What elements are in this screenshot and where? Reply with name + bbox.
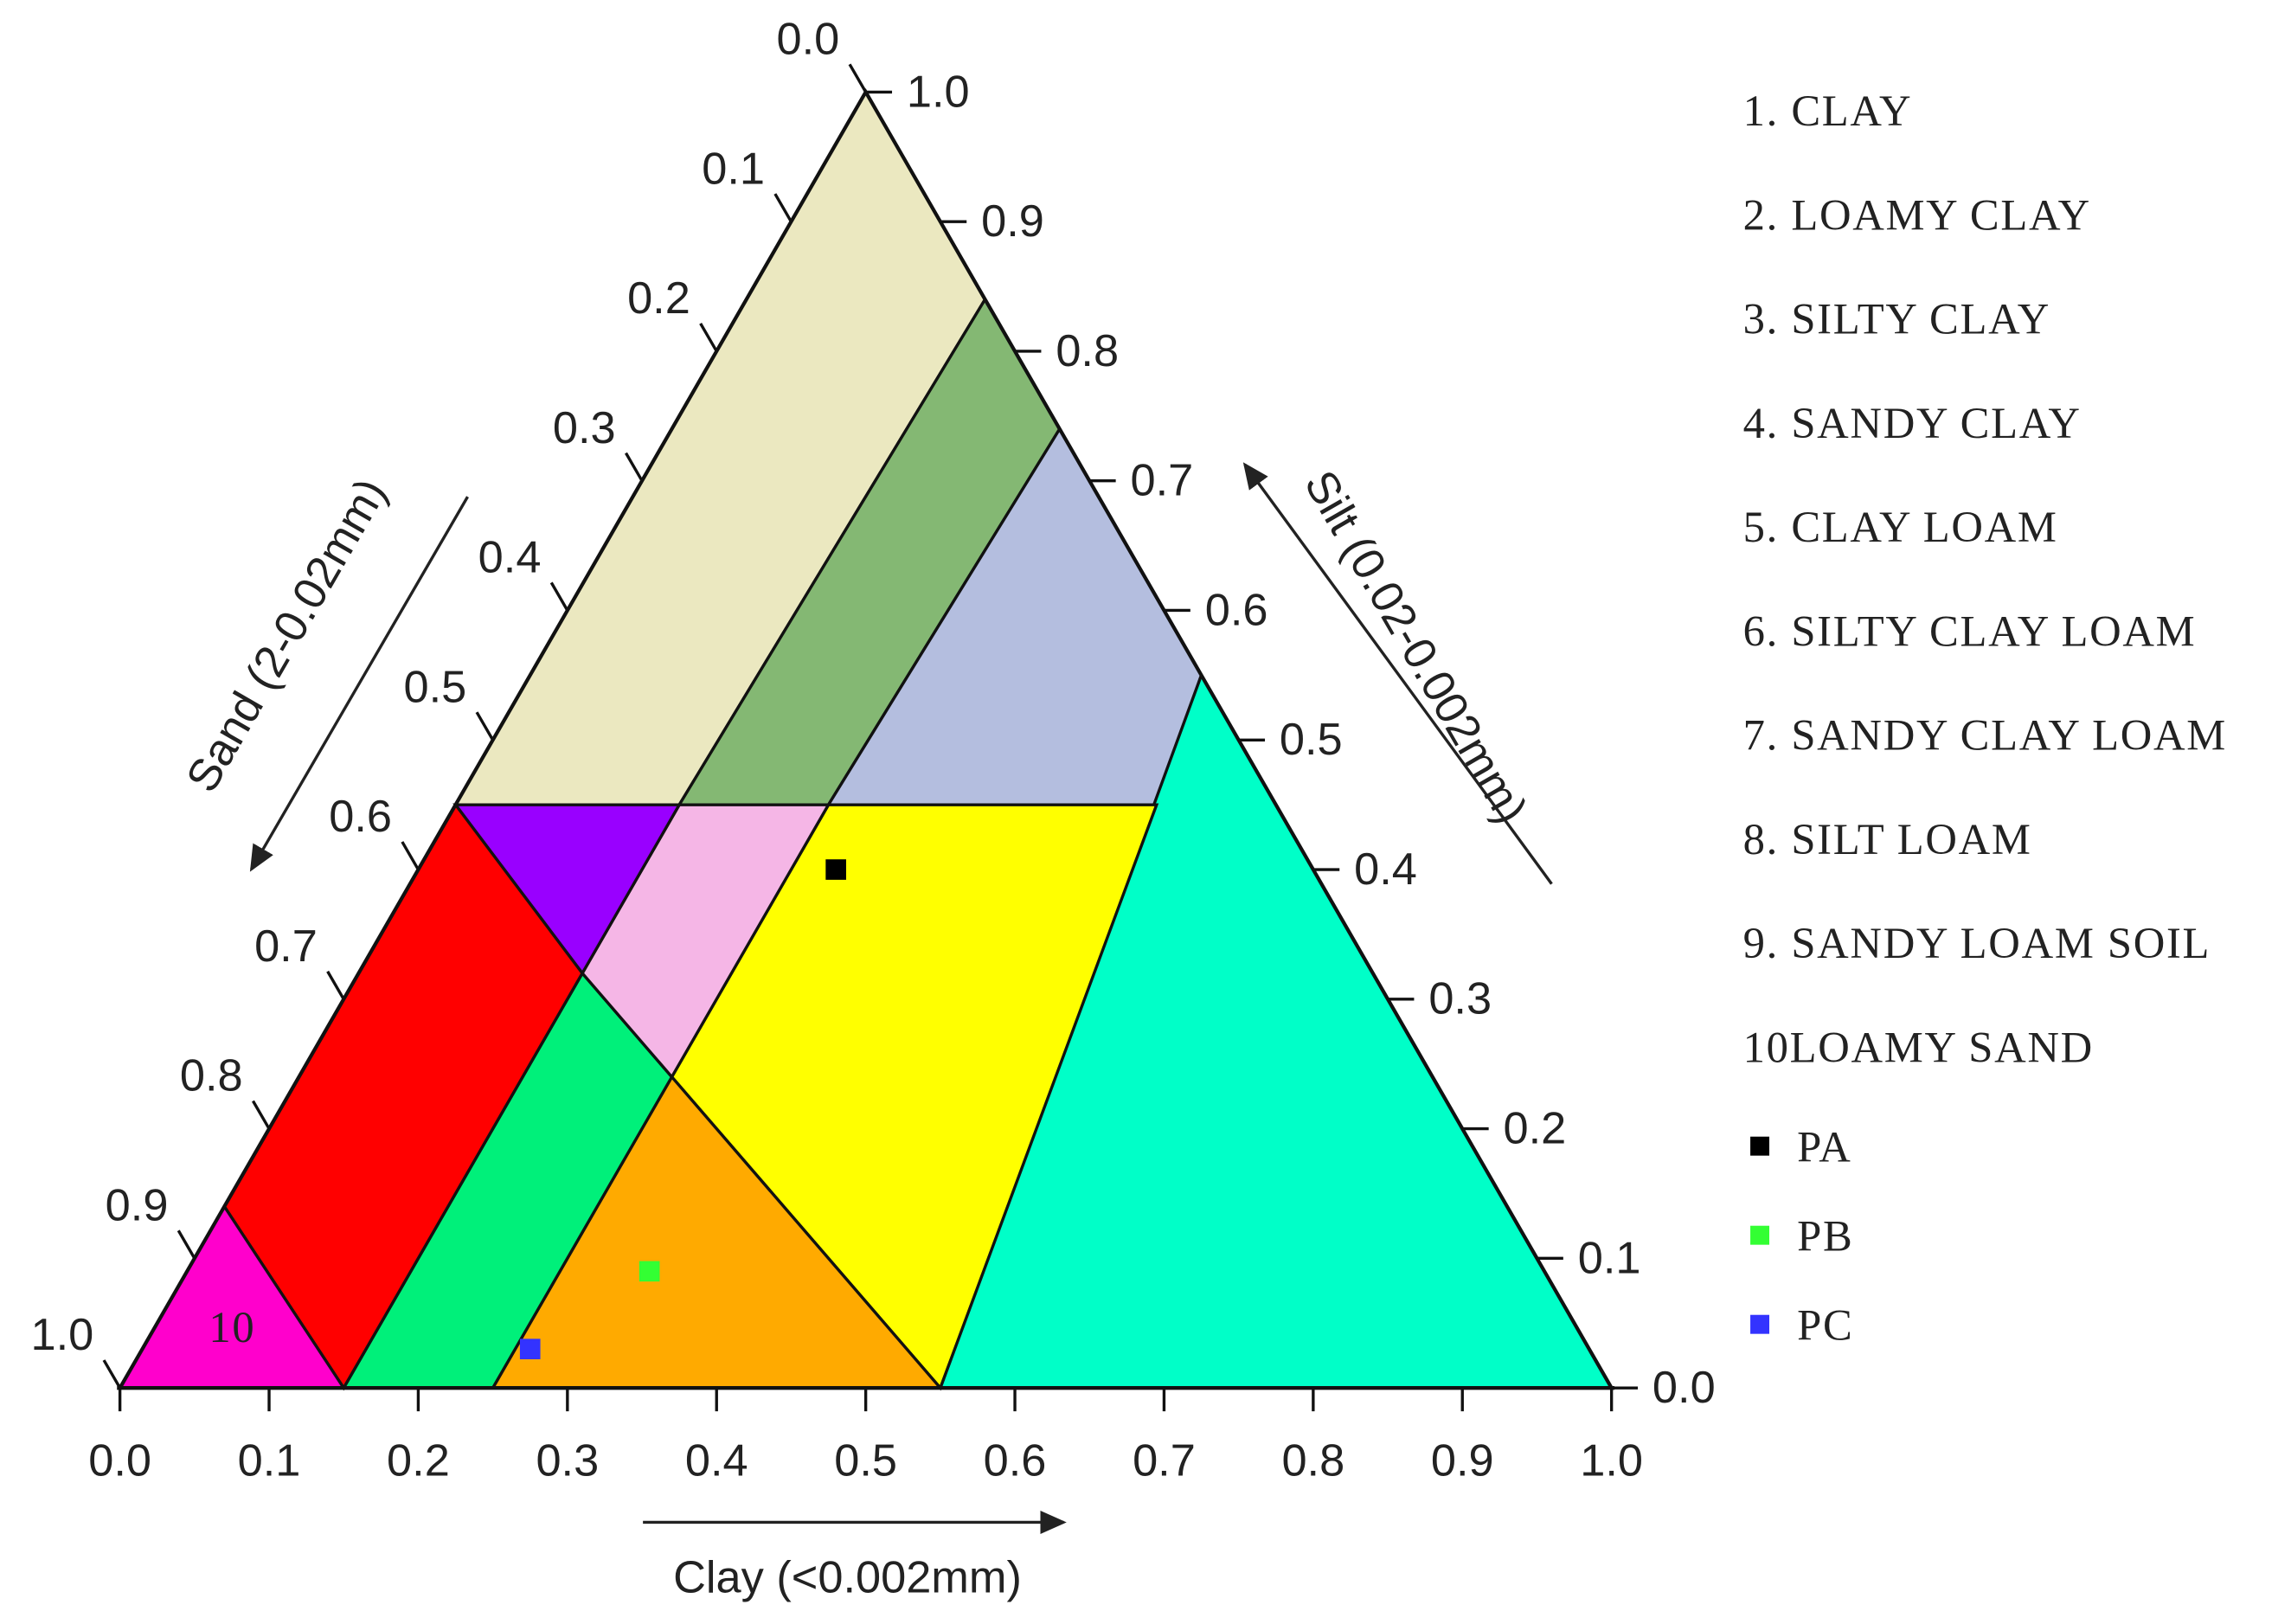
class-label: 9. SANDY LOAM SOIL bbox=[1743, 919, 2211, 967]
class-label: 10LOAMY SAND bbox=[1743, 1023, 2094, 1071]
legend-swatch bbox=[1750, 1225, 1770, 1245]
sand-tick bbox=[848, 63, 868, 93]
class-label: 8. SILT LOAM bbox=[1743, 815, 2032, 863]
silt-tick-label: 0.1 bbox=[1578, 1233, 1641, 1283]
sand-tick bbox=[176, 1229, 196, 1260]
region-label: 10 bbox=[209, 1303, 255, 1351]
silt-tick-label: 0.0 bbox=[1652, 1363, 1716, 1413]
clay-tick-label: 0.0 bbox=[88, 1435, 151, 1486]
silt-tick-label: 0.9 bbox=[981, 196, 1044, 247]
class-label: 2. LOAMY CLAY bbox=[1743, 190, 2091, 239]
legend-swatch bbox=[1750, 1314, 1770, 1334]
class-label: 7. SANDY CLAY LOAM bbox=[1743, 711, 2227, 760]
sand-tick-label: 0.7 bbox=[254, 921, 318, 972]
clay-tick-label: 0.1 bbox=[238, 1435, 301, 1486]
silt-tick-label: 0.7 bbox=[1131, 456, 1194, 506]
sand-tick bbox=[401, 841, 420, 870]
sand-arrow bbox=[249, 496, 469, 872]
sand-tick-label: 0.5 bbox=[403, 662, 466, 712]
class-label: 1. CLAY bbox=[1743, 87, 1913, 135]
class-label: 4. SANDY CLAY bbox=[1743, 399, 2082, 447]
sand-tick-label: 0.6 bbox=[329, 792, 392, 842]
sand-tick bbox=[251, 1100, 271, 1130]
silt-tick-label: 0.2 bbox=[1504, 1103, 1567, 1153]
clay-tick-label: 0.6 bbox=[984, 1435, 1047, 1486]
sand-tick-label: 0.2 bbox=[627, 273, 690, 324]
silt-axis-title: Silt (0.02-0.002mm) bbox=[1294, 463, 1537, 832]
silt-tick-label: 0.3 bbox=[1428, 974, 1492, 1024]
class-label: 3. SILTY CLAY bbox=[1743, 295, 2050, 343]
silt-tick-label: 0.4 bbox=[1354, 844, 1417, 895]
sand-tick bbox=[773, 193, 793, 223]
clay-axis-title: Clay (<0.002mm) bbox=[673, 1553, 1022, 1603]
sand-tick-label: 0.9 bbox=[106, 1180, 169, 1230]
clay-tick-label: 0.2 bbox=[387, 1435, 450, 1486]
legend-label: PC bbox=[1797, 1300, 1853, 1349]
sand-tick-label: 0.1 bbox=[702, 144, 765, 194]
clay-tick-label: 0.3 bbox=[536, 1435, 599, 1486]
clay-tick-label: 0.8 bbox=[1281, 1435, 1344, 1486]
data-point bbox=[519, 1338, 541, 1360]
silt-arrow bbox=[1242, 462, 1553, 885]
sand-tick bbox=[699, 323, 718, 352]
legend-label: PB bbox=[1797, 1211, 1853, 1260]
data-point bbox=[825, 859, 846, 880]
sand-tick bbox=[102, 1359, 122, 1389]
legend-swatch bbox=[1750, 1136, 1770, 1156]
sand-tick-label: 0.3 bbox=[553, 403, 616, 453]
sand-tick bbox=[326, 970, 345, 1000]
sand-tick-label: 0.0 bbox=[776, 14, 839, 64]
data-point bbox=[639, 1261, 660, 1282]
clay-tick-label: 1.0 bbox=[1580, 1435, 1643, 1486]
legend-label: PA bbox=[1797, 1122, 1851, 1171]
clay-tick-label: 0.7 bbox=[1133, 1435, 1196, 1486]
silt-tick-label: 0.8 bbox=[1056, 326, 1119, 376]
silt-tick-label: 0.5 bbox=[1280, 715, 1343, 765]
sand-tick-label: 1.0 bbox=[30, 1310, 93, 1360]
silt-tick-label: 0.6 bbox=[1205, 585, 1268, 635]
sand-axis-title: Sand (2-0.02mm) bbox=[177, 471, 397, 801]
class-label: 5. CLAY LOAM bbox=[1743, 503, 2058, 551]
sand-tick bbox=[475, 711, 495, 741]
clay-tick-label: 0.5 bbox=[834, 1435, 897, 1486]
class-label: 6. SILTY CLAY LOAM bbox=[1743, 607, 2197, 655]
clay-tick-label: 0.4 bbox=[685, 1435, 748, 1486]
sand-tick bbox=[624, 452, 644, 482]
sand-tick-label: 0.4 bbox=[478, 533, 542, 583]
sand-tick-label: 0.8 bbox=[180, 1051, 243, 1101]
sand-tick bbox=[549, 581, 569, 612]
clay-tick-label: 0.9 bbox=[1431, 1435, 1494, 1486]
silt-tick-label: 1.0 bbox=[907, 67, 970, 117]
